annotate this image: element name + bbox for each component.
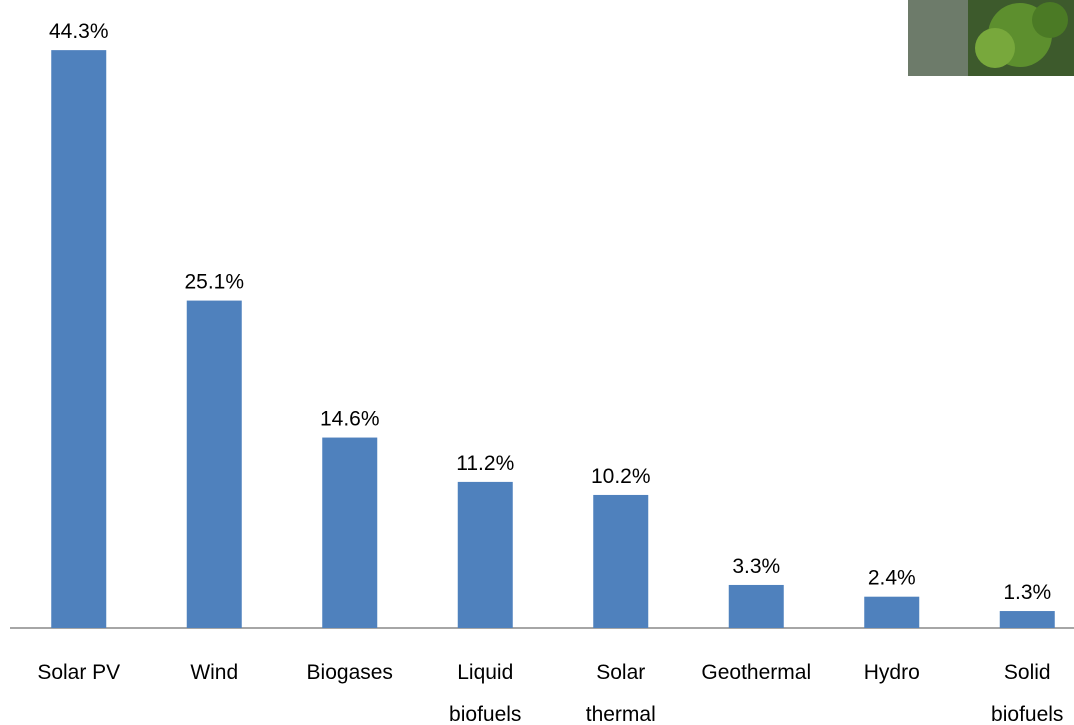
value-label: 25.1% [184, 271, 244, 294]
bar [728, 584, 784, 628]
bar [186, 300, 242, 628]
value-label: 1.3% [1003, 581, 1051, 604]
bar [51, 50, 107, 629]
bar [864, 596, 920, 628]
bar [457, 481, 513, 628]
x-tick-label: Solar thermal [586, 661, 656, 725]
bar [322, 437, 378, 628]
x-tick-label: Hydro [864, 661, 920, 684]
x-tick-label: Wind [190, 661, 238, 684]
x-tick-label: Biogases [307, 661, 393, 684]
bar [593, 494, 649, 628]
value-label: 44.3% [49, 20, 109, 43]
value-label: 10.2% [591, 465, 651, 488]
x-tick-label: Solar PV [37, 661, 120, 684]
bar [999, 611, 1055, 628]
value-label: 2.4% [868, 567, 916, 590]
x-tick-label: Geothermal [701, 661, 811, 684]
photo [908, 0, 1074, 76]
x-tick-label: Liquid biofuels [449, 661, 521, 725]
value-label: 3.3% [732, 555, 780, 578]
value-label: 14.6% [320, 408, 380, 431]
value-label: 11.2% [456, 452, 514, 475]
x-tick-label: Solid biofuels [991, 661, 1063, 725]
